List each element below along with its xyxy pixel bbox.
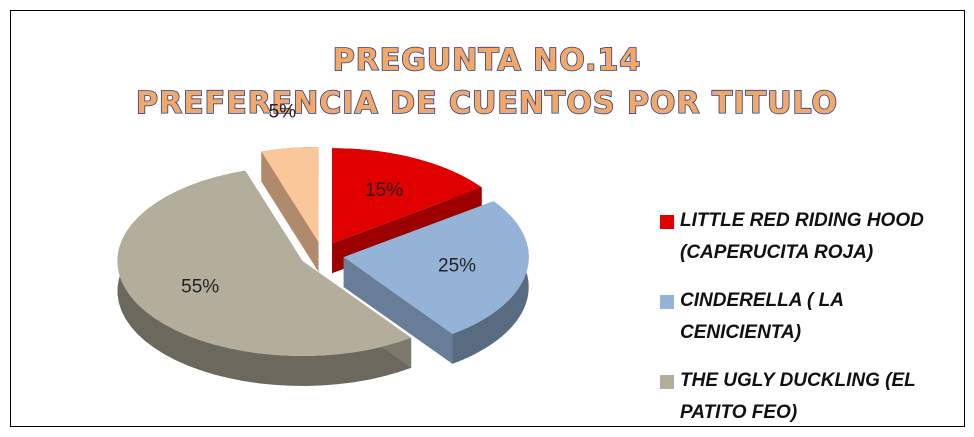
data-label: 5% [269, 102, 297, 123]
legend-label: CINDERELLA ( LA CENICIENTA) [680, 290, 844, 343]
slice-edge [261, 151, 319, 272]
pie-tops: 15% 25% 55% 5% [117, 102, 529, 356]
pie-slice [117, 170, 412, 356]
chart-title: PREGUNTA NO.14 [333, 43, 642, 78]
slice-side [117, 170, 412, 386]
slice-edge [343, 257, 453, 364]
pie-slice [343, 201, 529, 334]
chart-subtitle: PREFERENCIA DE CUENTOS POR TITULO [136, 86, 838, 121]
data-label: 15% [365, 180, 403, 201]
data-label: 55% [181, 277, 219, 298]
legend-swatch [660, 215, 674, 229]
legend-swatch [660, 375, 674, 389]
data-label: 25% [438, 255, 476, 276]
pie-slice [331, 148, 482, 244]
legend-label: LITTLE RED RIDING HOOD (CAPERUCITA ROJA) [680, 210, 924, 263]
legend-swatch [660, 295, 674, 309]
legend-label: THE UGLY DUCKLING (EL PATITO FEO) [680, 370, 916, 423]
pie-slice [261, 146, 319, 242]
